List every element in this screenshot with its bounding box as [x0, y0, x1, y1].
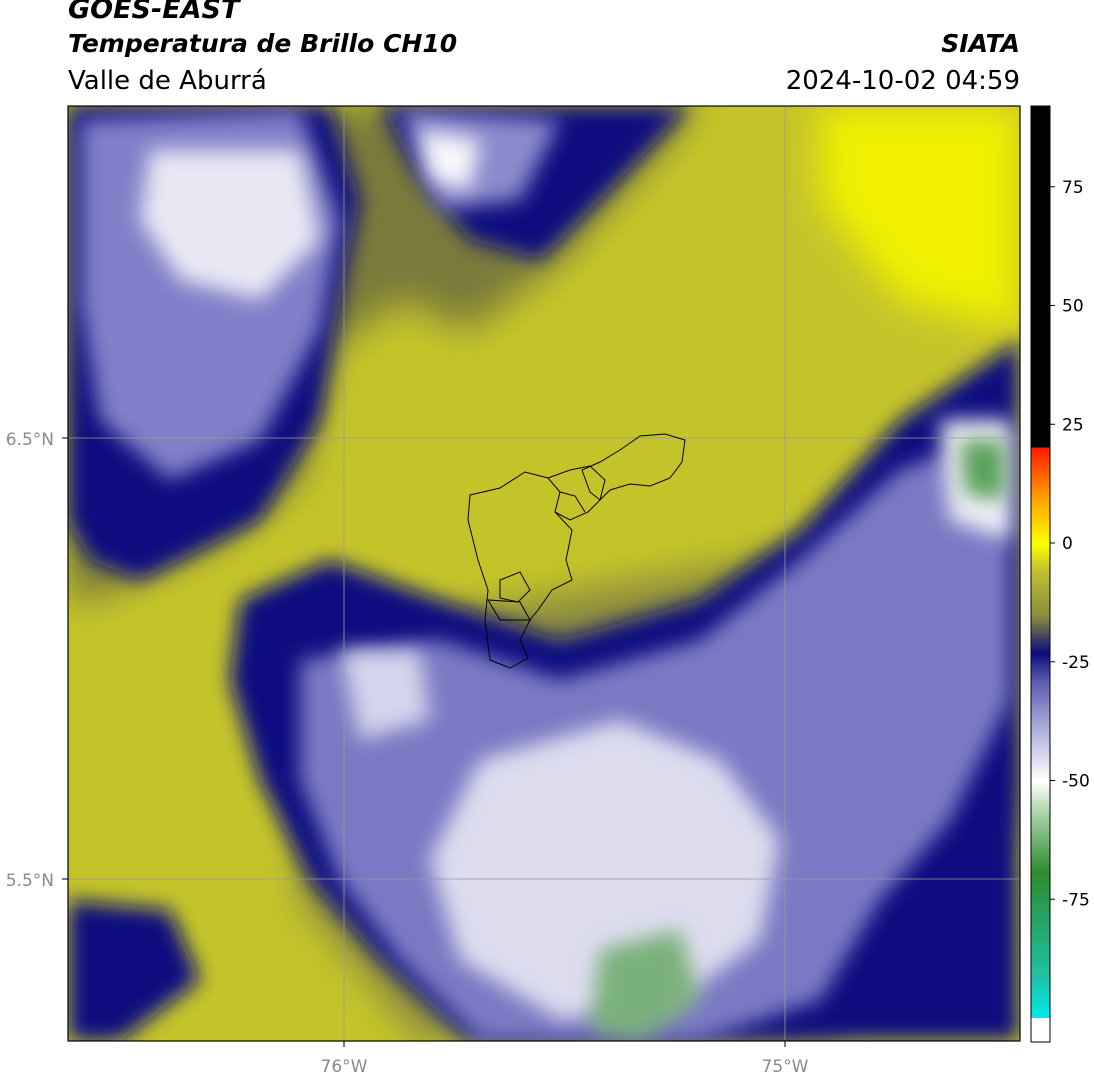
colorbar: 75 50 25 0 -25 -50 -75 — [1030, 105, 1090, 1043]
lon-label-76w: 76°W — [321, 1057, 368, 1077]
colorbar-tick-label: -25 — [1062, 653, 1090, 673]
lat-label-5-5n: 5.5°N — [6, 871, 54, 891]
brightness-temperature-field — [68, 106, 1020, 1041]
colorbar-tick-label: -50 — [1062, 772, 1090, 792]
colorbar-tick-label: -75 — [1062, 890, 1090, 910]
datetime-label: 2024-10-02 04:59 — [785, 66, 1020, 96]
colorbar-tick-label: 75 — [1062, 178, 1084, 198]
satellite-title: GOES-EAST — [68, 0, 240, 25]
product-title: Temperatura de Brillo CH10 — [68, 29, 458, 58]
lat-label-6-5n: 6.5°N — [6, 430, 54, 450]
colorbar-under-swatch — [1031, 1018, 1050, 1042]
colorbar-frame — [1030, 105, 1051, 1043]
lon-label-75w: 75°W — [762, 1057, 809, 1077]
colorbar-tick-label: 25 — [1062, 415, 1084, 435]
map-frame — [67, 105, 1021, 1042]
axis-ticks — [62, 437, 786, 1047]
colorbar-gradient — [1031, 106, 1050, 1018]
colorbar-tick-label: 50 — [1062, 297, 1084, 317]
valle-de-aburra-boundaries — [467, 433, 686, 669]
region-subtitle: Valle de Aburrá — [68, 66, 267, 96]
organization-label: SIATA — [941, 29, 1020, 58]
graticule — [68, 106, 1020, 1041]
colorbar-tick-label: 0 — [1062, 534, 1073, 554]
